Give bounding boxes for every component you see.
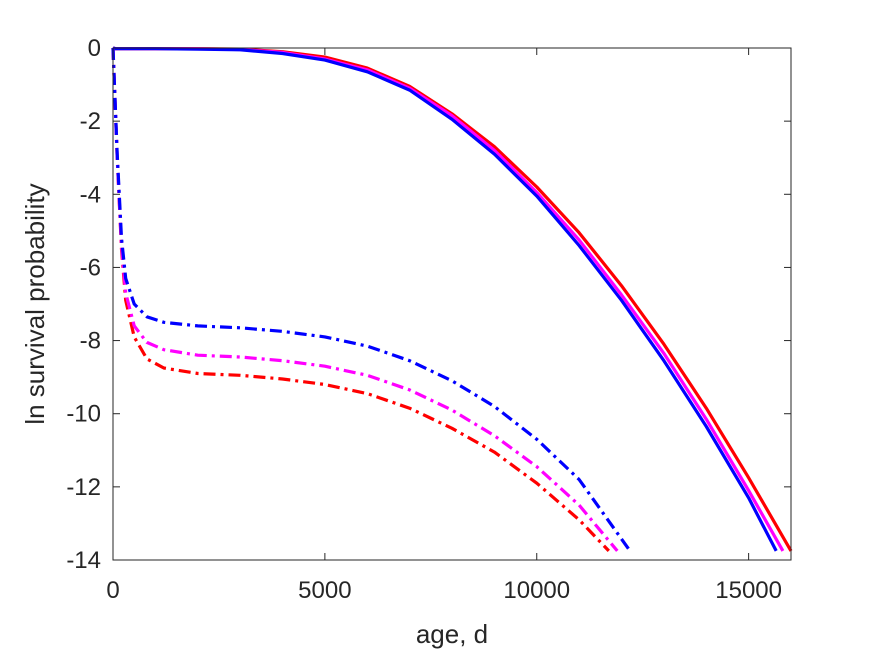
x-ticks: 0 5000 10000 15000 bbox=[106, 48, 782, 604]
series-line-3 bbox=[112, 46, 778, 552]
plot-background bbox=[113, 48, 791, 560]
x-axis-label: age, d bbox=[416, 619, 488, 649]
y-tick-label: 0 bbox=[88, 35, 101, 62]
x-tick-label: 5000 bbox=[298, 577, 351, 604]
x-tick-label: 0 bbox=[106, 577, 119, 604]
y-tick-label: -6 bbox=[80, 254, 101, 281]
y-tick-label: -14 bbox=[66, 547, 101, 574]
y-tick-label: -2 bbox=[80, 108, 101, 135]
y-tick-label: -8 bbox=[80, 328, 101, 355]
y-tick-label: -12 bbox=[66, 474, 101, 501]
y-axis-label: ln survival probability bbox=[20, 183, 50, 424]
x-tick-label: 15000 bbox=[715, 577, 782, 604]
y-ticks: 0 -2 -4 -6 -8 -10 -12 -14 bbox=[66, 35, 791, 574]
x-tick-label: 10000 bbox=[503, 577, 570, 604]
y-tick-label: -10 bbox=[66, 401, 101, 428]
plot-frame bbox=[112, 47, 792, 561]
series-layer bbox=[111, 46, 793, 553]
y-tick-label: -4 bbox=[80, 181, 101, 208]
